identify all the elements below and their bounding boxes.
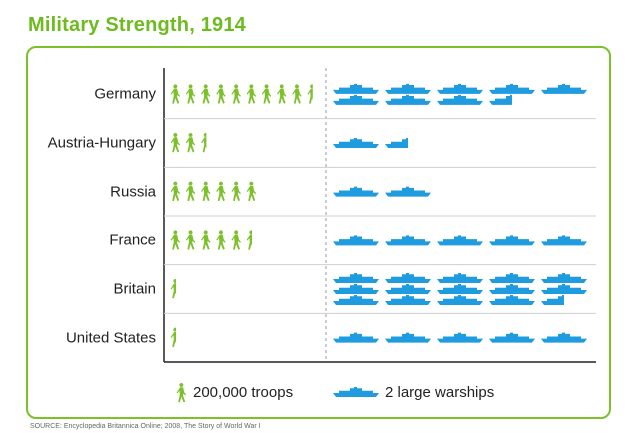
- warship-symbol: [385, 83, 431, 94]
- warship-symbol: [437, 284, 483, 294]
- legend-troops-label: 200,000 troops: [193, 384, 294, 401]
- troop-symbol: [185, 181, 196, 202]
- warship-symbol: [489, 332, 535, 343]
- warship-symbol: [541, 332, 587, 343]
- warship-symbol: [541, 235, 587, 246]
- troop-row: [170, 84, 313, 104]
- troop-symbol: [201, 181, 211, 202]
- warship-symbol: [437, 332, 483, 343]
- troop-symbol-partial: [170, 279, 176, 299]
- warship-symbol: [385, 273, 431, 283]
- row-label: France: [109, 231, 156, 249]
- warship-symbol: [437, 235, 483, 246]
- troop-symbol: [292, 84, 302, 104]
- troop-symbol: [185, 133, 196, 153]
- warship-symbol: [489, 295, 535, 305]
- warship-symbol-partial: [541, 295, 564, 305]
- row-label: Britain: [113, 280, 156, 298]
- chart-title: Military Strength, 1914: [28, 14, 246, 36]
- warship-symbol: [489, 284, 535, 294]
- troop-symbol: [231, 181, 241, 202]
- troop-symbol: [201, 230, 211, 250]
- row-label: Austria-Hungary: [47, 134, 156, 152]
- troop-row: [170, 133, 207, 153]
- row-label: Russia: [110, 183, 156, 201]
- troop-symbol: [246, 181, 257, 202]
- legend: [176, 383, 379, 403]
- troop-row: [170, 279, 176, 299]
- warship-symbol: [385, 284, 431, 294]
- warship-row: [333, 332, 587, 343]
- warship-symbol: [385, 332, 431, 343]
- warship-row: [333, 138, 408, 148]
- warship-symbol-partial: [385, 138, 408, 148]
- troop-row: [170, 230, 252, 250]
- warship-symbol: [437, 295, 483, 305]
- warship-symbol: [333, 295, 379, 305]
- legend-troop-icon: [176, 383, 187, 403]
- warship-symbol: [385, 94, 431, 105]
- warship-symbol: [333, 284, 379, 294]
- warship-symbol: [541, 284, 587, 294]
- warship-symbol: [541, 83, 587, 94]
- troop-symbol: [201, 84, 211, 104]
- warship-symbol: [333, 273, 379, 283]
- chart-frame: [26, 46, 611, 419]
- legend-warship-icon: [333, 387, 379, 397]
- warship-symbol-partial: [489, 94, 512, 105]
- warship-symbol: [385, 235, 431, 246]
- source-note: SOURCE: Encyclopedia Britannica Online; …: [30, 423, 261, 430]
- warship-symbol: [541, 273, 587, 283]
- warship-symbol: [333, 83, 379, 94]
- troop-symbol: [170, 181, 181, 202]
- troop-symbol: [246, 84, 257, 104]
- troop-symbol: [185, 84, 196, 104]
- warship-symbol: [437, 94, 483, 105]
- troop-symbol: [277, 84, 287, 104]
- troop-symbol: [170, 84, 181, 104]
- warship-symbol: [333, 186, 379, 197]
- warship-row: [333, 186, 431, 197]
- warship-row: [333, 273, 587, 305]
- warship-symbol: [437, 273, 483, 283]
- troop-symbol: [185, 230, 196, 250]
- troop-symbol: [170, 133, 181, 153]
- warship-row: [333, 83, 587, 105]
- troop-row: [170, 327, 176, 348]
- warship-symbol: [333, 94, 379, 105]
- troop-symbol-partial: [170, 327, 176, 348]
- warship-symbol: [489, 83, 535, 94]
- warship-symbol: [385, 295, 431, 305]
- troop-symbol: [231, 84, 241, 104]
- troop-row: [170, 181, 257, 202]
- troop-symbol: [216, 84, 226, 104]
- warship-symbol: [333, 332, 379, 343]
- warship-symbol: [385, 186, 431, 197]
- warship-symbol: [489, 273, 535, 283]
- troop-symbol-partial: [307, 84, 313, 104]
- troop-symbol: [231, 230, 241, 250]
- troop-symbol: [170, 230, 181, 250]
- warship-symbol: [489, 235, 535, 246]
- troop-symbol-partial: [246, 230, 252, 250]
- troop-symbol-partial: [200, 133, 207, 153]
- row-label: United States: [65, 329, 156, 347]
- troop-symbol: [216, 230, 226, 250]
- troop-symbol: [261, 84, 272, 104]
- warship-symbol: [333, 138, 379, 148]
- troop-symbol: [216, 181, 226, 202]
- warship-row: [333, 235, 587, 246]
- row-label: Germany: [94, 85, 156, 103]
- warship-symbol: [333, 235, 379, 246]
- legend-warships-label: 2 large warships: [385, 384, 495, 401]
- warship-symbol: [437, 83, 483, 94]
